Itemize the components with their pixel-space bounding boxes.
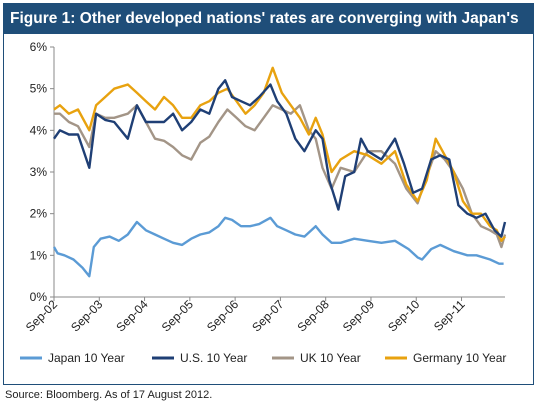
- series-line-uk-10-year: [54, 104, 507, 249]
- chart-title: Figure 1: Other developed nations' rates…: [4, 4, 533, 34]
- y-tick-label: 5%: [30, 82, 48, 96]
- x-tick-label: Sep-10: [385, 297, 422, 334]
- y-tick-label: 6%: [30, 40, 48, 54]
- series-line-u-s-10-year: [53, 79, 507, 238]
- legend-label: U.S. 10 Year: [180, 351, 247, 365]
- x-tick-label: Sep-03: [68, 297, 105, 334]
- y-tick-label: 3%: [30, 165, 48, 179]
- x-tick-label: Sep-07: [249, 297, 286, 334]
- y-tick-label: 2%: [30, 207, 48, 221]
- y-tick-label: 0%: [30, 290, 48, 304]
- x-tick-label: Sep-04: [113, 297, 150, 334]
- chart-frame: Figure 1: Other developed nations' rates…: [3, 3, 534, 385]
- legend-label: Germany 10 Year: [413, 351, 506, 365]
- y-tick-label: 4%: [30, 123, 48, 137]
- legend-label: UK 10 Year: [300, 351, 361, 365]
- source-note: Source: Bloomberg. As of 17 August 2012.: [5, 389, 213, 401]
- y-tick-label: 1%: [30, 248, 48, 262]
- x-tick-label: Sep-09: [340, 297, 377, 334]
- legend-label: Japan 10 Year: [48, 351, 125, 365]
- x-tick-label: Sep-11: [431, 297, 468, 334]
- series-line-japan-10-year: [52, 216, 504, 278]
- line-chart: 0%1%2%3%4%5%6%Sep-02 Sep-03 Sep-04 Sep-05 Se…: [20, 40, 507, 365]
- series-line-germany-10-year: [53, 66, 506, 243]
- x-tick-label: Sep-08: [295, 297, 332, 334]
- x-tick-label: Sep-05: [159, 297, 196, 334]
- x-tick-label: Sep-06: [204, 297, 241, 334]
